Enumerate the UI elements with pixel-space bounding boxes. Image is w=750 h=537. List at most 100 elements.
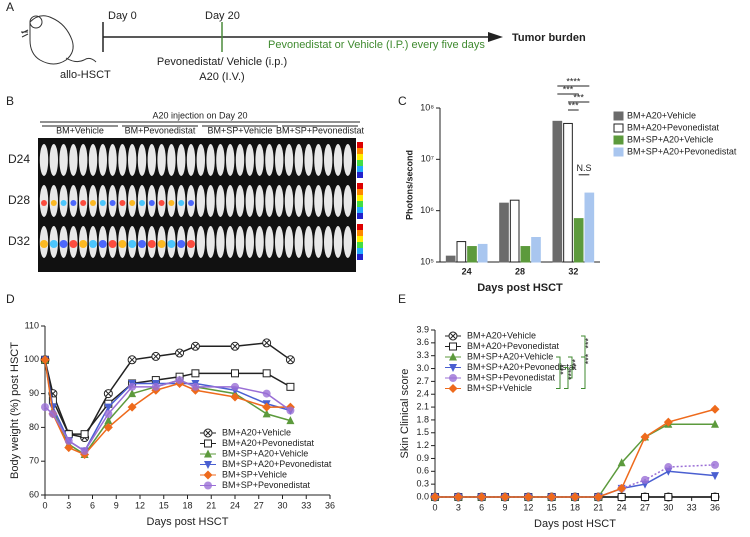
marker [449, 352, 457, 361]
marker [710, 404, 720, 414]
timeline-label: Tumor burden [512, 32, 586, 44]
bar [563, 122, 573, 263]
y-tick-label: 0.3 [416, 479, 429, 489]
timeline-label: Pevonedistat or Vehicle (I.P.) every fiv… [268, 39, 485, 51]
marker [500, 492, 510, 502]
sig-label: N.S [576, 163, 591, 173]
marker-cross [129, 356, 135, 363]
mouse [275, 185, 284, 217]
x-tick-label: 0 [432, 502, 437, 512]
y-tick-label: 0.0 [416, 491, 429, 501]
marker [641, 475, 649, 484]
panel-label: D [6, 292, 15, 306]
y-axis-label: Skin Clinical score [399, 369, 411, 459]
x-tick-label: 15 [547, 502, 557, 512]
signal [109, 200, 116, 206]
colorbar [357, 166, 363, 172]
marker [191, 382, 200, 391]
marker [262, 402, 272, 412]
marker [617, 493, 626, 501]
signal [187, 240, 195, 248]
colorbar [357, 172, 363, 178]
mouse [235, 144, 245, 176]
x-tick-label: 36 [325, 500, 335, 510]
signal [59, 240, 68, 248]
mouse [206, 226, 215, 258]
signal [79, 240, 88, 248]
colorbar [357, 248, 363, 254]
mouse [128, 144, 137, 176]
legend-swatch [613, 123, 624, 133]
row-label: D24 [8, 152, 30, 166]
legend-label: BM+SP+A20+Vehicle [467, 351, 553, 361]
colorbar [357, 236, 363, 242]
legend-swatch [613, 147, 624, 157]
signal [168, 200, 175, 206]
mouse [245, 226, 254, 258]
marker [204, 449, 212, 458]
sig-label: *** [566, 369, 576, 380]
bar [573, 218, 584, 263]
mouse [226, 185, 235, 217]
marker [64, 443, 74, 453]
y-tick-label: 10⁶ [420, 205, 434, 215]
sig-label: *** [570, 358, 580, 369]
marker [40, 355, 50, 365]
marker [48, 409, 57, 418]
marker-cross [263, 340, 270, 346]
panel-label: A [6, 0, 14, 14]
signal [147, 240, 156, 248]
bar [467, 246, 477, 263]
signal [69, 240, 78, 248]
y-tick-label: 0.9 [416, 453, 429, 463]
marker [477, 492, 487, 502]
signal [148, 200, 155, 206]
marker-cross [152, 353, 159, 360]
y-tick-label: 10⁸ [420, 102, 434, 112]
timeline-label: allo-HSCT [60, 69, 111, 81]
x-tick-label: 9 [114, 500, 119, 510]
x-tick-label: 9 [502, 502, 507, 512]
mouse [314, 144, 323, 176]
mouse [196, 185, 205, 217]
marker-cross [232, 343, 238, 350]
mouse [235, 226, 245, 258]
y-tick-label: 80 [29, 422, 39, 432]
marker [711, 472, 719, 481]
panel-label: B [6, 94, 14, 108]
colorbar [357, 242, 363, 248]
sig-label: *** [568, 100, 579, 110]
series-line [435, 408, 716, 498]
timeline-label: Day 0 [108, 10, 137, 22]
marker [203, 470, 213, 480]
marker [711, 419, 719, 428]
marker [103, 422, 113, 432]
marker [430, 492, 440, 502]
marker [127, 402, 137, 412]
marker-cross [205, 430, 211, 436]
timeline-label: Pevonedistat/ Vehicle (i.p.) [157, 56, 287, 68]
marker [449, 364, 457, 372]
x-tick-label: 27 [254, 500, 264, 510]
y-tick-label: 10⁵ [420, 256, 434, 266]
x-tick-label: 36 [710, 502, 720, 512]
bar [477, 243, 488, 263]
mouse [137, 144, 147, 176]
series-line [44, 379, 291, 453]
group-label: BM+SP+Vehicle [207, 125, 272, 135]
marker [151, 382, 160, 391]
legend-label: BM+SP+Vehicle [222, 469, 287, 479]
mouse [324, 226, 333, 258]
mouse [343, 226, 352, 258]
marker [286, 406, 295, 415]
y-tick-label: 70 [29, 456, 39, 466]
signal [167, 240, 176, 248]
bar [584, 192, 595, 263]
row-label: D32 [8, 234, 30, 248]
marker [204, 439, 212, 448]
marker [640, 432, 650, 442]
y-tick-label: 3.6 [416, 337, 429, 347]
x-tick-label: 18 [182, 500, 192, 510]
sig-bracket [564, 367, 569, 389]
imaging-panel: A20 injection on Day 20 BM+Vehicle BM+Pevo… [8, 110, 365, 272]
